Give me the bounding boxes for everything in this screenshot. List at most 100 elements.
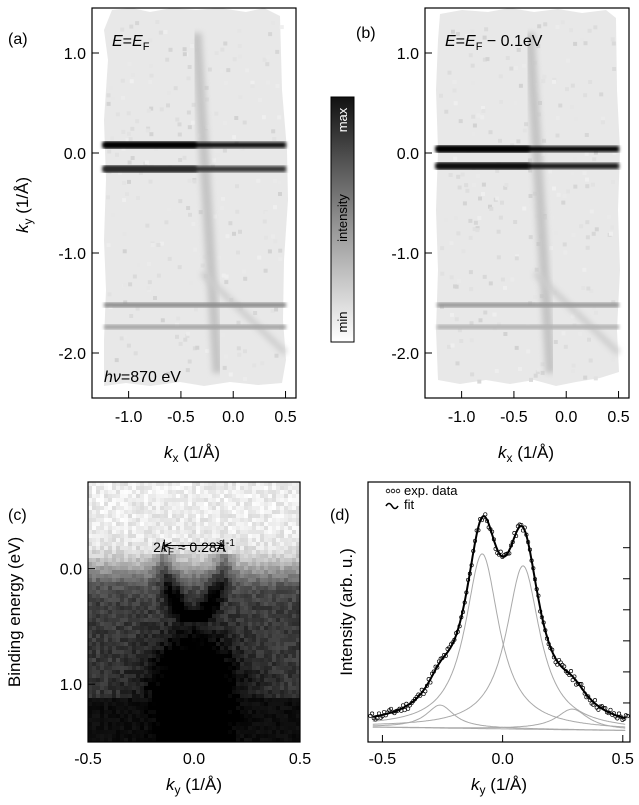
map-speckle [488, 281, 493, 286]
map-pixel [164, 526, 169, 531]
map-pixel [180, 734, 185, 739]
map-pixel [88, 578, 93, 583]
map-pixel [148, 526, 153, 531]
map-pixel [276, 490, 281, 495]
map-pixel [88, 598, 93, 603]
map-pixel [100, 730, 105, 735]
map-pixel [168, 606, 173, 611]
map-pixel [212, 638, 217, 643]
map-pixel [92, 658, 97, 663]
map-pixel [180, 494, 185, 499]
map-pixel [220, 730, 225, 735]
map-pixel [164, 506, 169, 511]
map-pixel [152, 646, 157, 651]
map-pixel [100, 582, 105, 587]
map-pixel [272, 694, 277, 699]
map-pixel [172, 530, 177, 535]
map-pixel [288, 586, 293, 591]
map-speckle [122, 232, 127, 237]
map-pixel [184, 646, 189, 651]
map-pixel [208, 538, 213, 543]
map-pixel [120, 622, 125, 627]
map-pixel [252, 658, 257, 663]
map-pixel [136, 714, 141, 719]
map-pixel [216, 678, 221, 683]
map-pixel [248, 674, 253, 679]
map-pixel [288, 698, 293, 703]
map-pixel [92, 642, 97, 647]
map-pixel [184, 518, 189, 523]
map-pixel [224, 630, 229, 635]
map-pixel [124, 554, 129, 559]
map-pixel [256, 490, 261, 495]
map-pixel [92, 578, 97, 583]
map-pixel [220, 514, 225, 519]
map-pixel [192, 638, 197, 643]
map-pixel [208, 546, 213, 551]
map-pixel [240, 582, 245, 587]
map-pixel [180, 694, 185, 699]
map-pixel [288, 510, 293, 515]
map-pixel [228, 610, 233, 615]
map-pixel [244, 554, 249, 559]
map-pixel [268, 738, 273, 743]
map-pixel [204, 706, 209, 711]
map-speckle [260, 361, 265, 366]
map-pixel [168, 602, 173, 607]
map-pixel [256, 638, 261, 643]
map-pixel [200, 514, 205, 519]
map-pixel [196, 634, 201, 639]
map-pixel [128, 662, 133, 667]
map-pixel [228, 726, 233, 731]
map-pixel [296, 502, 301, 507]
map-speckle [454, 317, 459, 322]
map-pixel [256, 702, 261, 707]
map-pixel [196, 546, 201, 551]
map-pixel [248, 490, 253, 495]
map-pixel [180, 490, 185, 495]
map-pixel [144, 726, 149, 731]
map-pixel [156, 530, 161, 535]
map-pixel [168, 498, 173, 503]
map-pixel [156, 614, 161, 619]
map-pixel [188, 522, 193, 527]
map-pixel [108, 546, 113, 551]
map-pixel [156, 534, 161, 539]
map-pixel [272, 698, 277, 703]
map-speckle [552, 79, 556, 84]
map-pixel [192, 494, 197, 499]
map-pixel [120, 722, 125, 727]
map-speckle [456, 231, 461, 236]
map-pixel [136, 594, 141, 599]
map-pixel [172, 706, 177, 711]
map-pixel [284, 590, 289, 595]
map-pixel [224, 542, 229, 547]
map-pixel [136, 506, 141, 511]
map-pixel [148, 654, 153, 659]
map-pixel [200, 562, 205, 567]
map-pixel [292, 662, 297, 667]
map-pixel [120, 518, 125, 523]
map-pixel [208, 490, 213, 495]
map-pixel [148, 602, 153, 607]
map-pixel [272, 602, 277, 607]
map-pixel [232, 630, 237, 635]
map-pixel [156, 630, 161, 635]
map-pixel [256, 578, 261, 583]
map-speckle [130, 156, 135, 160]
panel-b-heatmap [435, 8, 621, 386]
map-pixel [148, 694, 153, 699]
map-pixel [260, 482, 265, 487]
map-pixel [212, 590, 217, 595]
map-pixel [212, 626, 217, 631]
map-pixel [272, 714, 277, 719]
map-pixel [276, 634, 281, 639]
map-pixel [88, 634, 93, 639]
map-pixel [176, 634, 181, 639]
map-pixel [260, 558, 265, 563]
map-pixel [156, 686, 161, 691]
map-pixel [264, 682, 269, 687]
map-pixel [180, 554, 185, 559]
map-pixel [220, 726, 225, 731]
map-pixel [204, 502, 209, 507]
